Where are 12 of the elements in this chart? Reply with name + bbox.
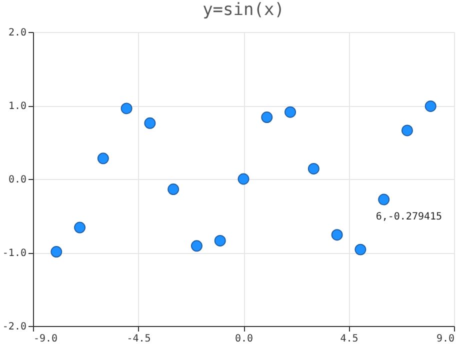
y-tick-label: 0.0 [8, 174, 26, 186]
x-tick-label: 0.0 [234, 334, 254, 344]
annotation: 6,-0.279415 [376, 212, 442, 223]
x-tick-label: 9.0 [436, 334, 454, 344]
x-tick-label: -9.0 [34, 334, 58, 344]
y-tick-label: 1.0 [8, 101, 26, 112]
chart-title: y=sin(x) [202, 0, 284, 20]
y-tick-label: -1.0 [2, 248, 26, 259]
y-tick-label: -2.0 [2, 322, 26, 332]
y-tick-label: 2.0 [8, 28, 26, 38]
x-tick-label: 4.5 [340, 334, 358, 344]
x-tick-label: -4.5 [126, 334, 151, 344]
